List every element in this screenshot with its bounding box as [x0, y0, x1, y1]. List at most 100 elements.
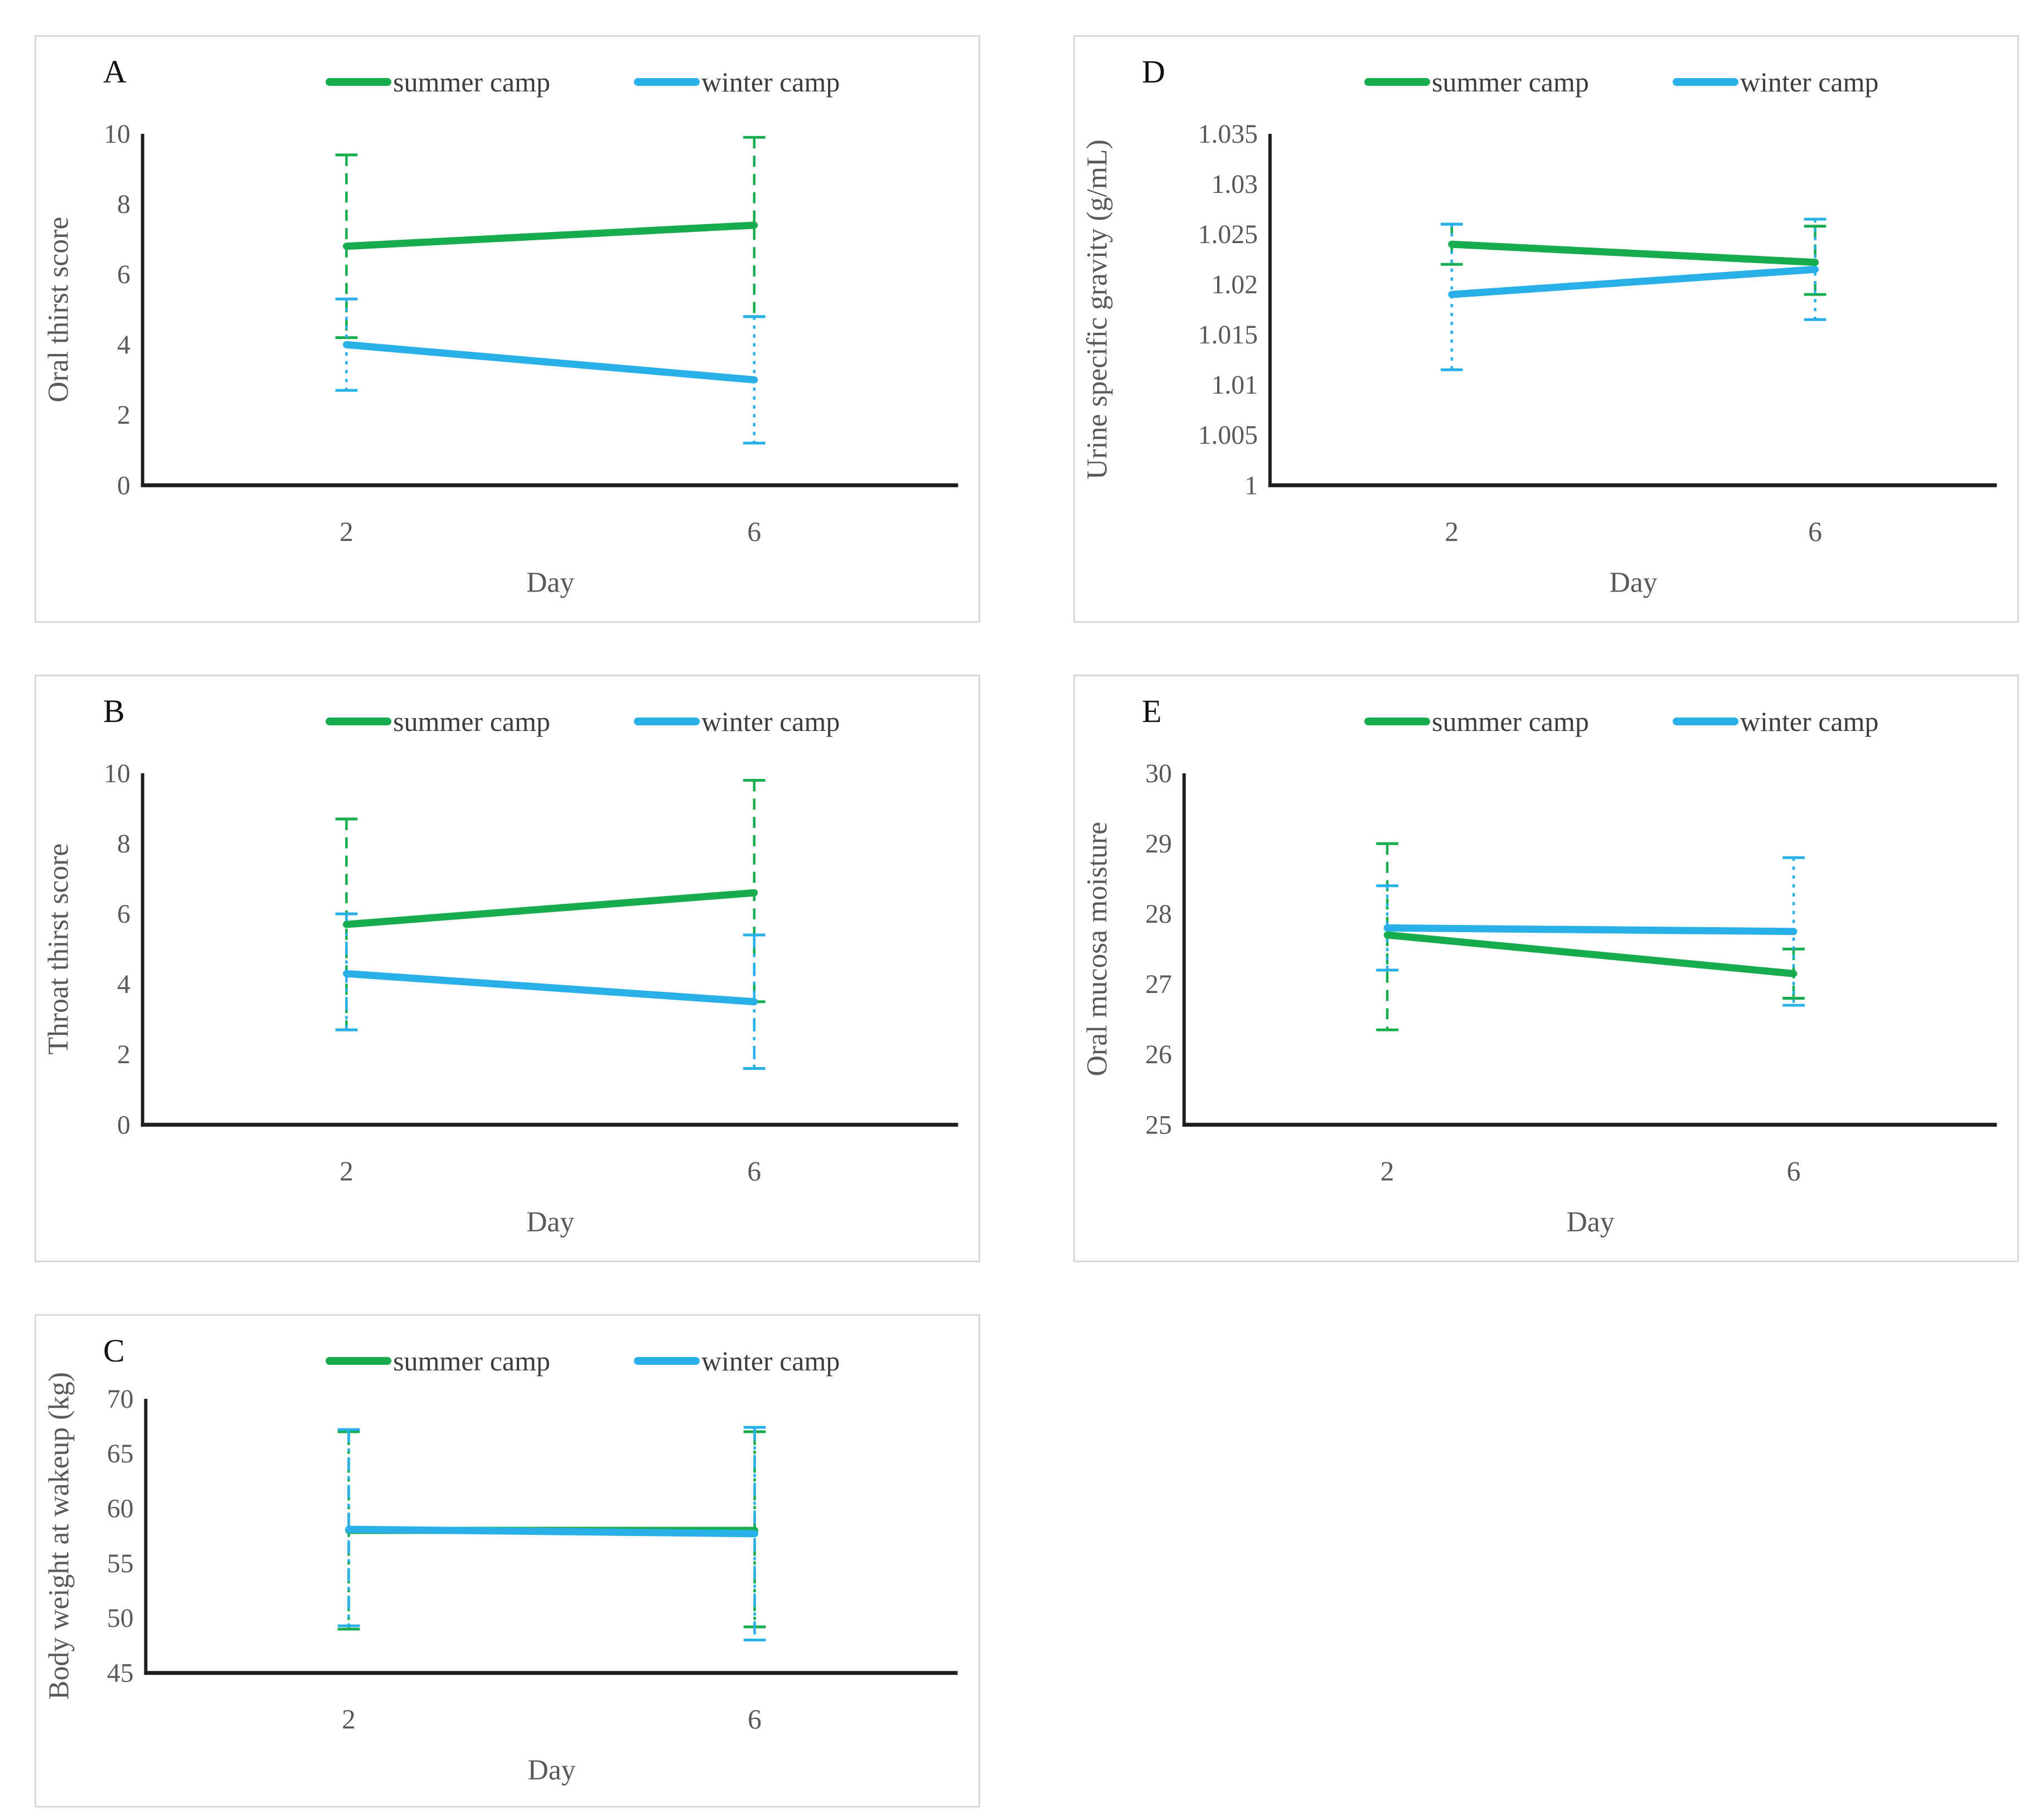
- legend-label: summer camp: [393, 66, 550, 98]
- svg-text:1.025: 1.025: [1198, 220, 1258, 249]
- legend-item-winter: winter camp: [1672, 705, 1879, 738]
- svg-text:Urine specific gravity (g/mL): Urine specific gravity (g/mL): [1082, 139, 1113, 479]
- svg-text:0: 0: [117, 471, 130, 500]
- svg-text:55: 55: [107, 1549, 134, 1578]
- svg-text:26: 26: [1145, 1040, 1172, 1069]
- svg-text:27: 27: [1145, 970, 1172, 999]
- svg-text:6: 6: [1787, 1156, 1801, 1186]
- svg-text:Day: Day: [526, 566, 574, 598]
- svg-text:2: 2: [117, 400, 130, 430]
- legend-item-summer: summer camp: [326, 705, 550, 738]
- panel-d-letter: D: [1142, 54, 1165, 90]
- legend-item-summer: summer camp: [326, 66, 550, 98]
- summer-line-swatch: [326, 1357, 391, 1365]
- legend-label: winter camp: [701, 66, 840, 98]
- panel-a-letter: A: [103, 54, 127, 90]
- svg-text:1.02: 1.02: [1211, 270, 1258, 299]
- svg-text:1.005: 1.005: [1198, 420, 1258, 450]
- svg-text:2: 2: [117, 1040, 130, 1069]
- chart-d: 1 1.005 1.01 1.015 1.02 1.025 1.03 1.035 2 6 Day Ur…: [1082, 119, 1997, 598]
- svg-text:Oral thirst score: Oral thirst score: [43, 217, 75, 403]
- svg-text:6: 6: [117, 260, 130, 289]
- svg-text:2: 2: [342, 1704, 356, 1734]
- svg-text:Oral mucosa moisture: Oral mucosa moisture: [1082, 822, 1113, 1076]
- legend-label: summer camp: [1432, 706, 1589, 737]
- legend-item-summer: summer camp: [326, 1345, 550, 1377]
- svg-text:60: 60: [107, 1495, 134, 1524]
- summer-line-swatch: [326, 718, 391, 725]
- svg-text:Throat thirst score: Throat thirst score: [43, 844, 75, 1055]
- panel-e-legend: summer camp winter camp: [1263, 705, 1979, 738]
- legend-label: summer camp: [393, 1345, 550, 1377]
- legend-label: winter camp: [1740, 66, 1879, 98]
- svg-text:4: 4: [117, 970, 130, 999]
- svg-text:1.035: 1.035: [1198, 119, 1258, 149]
- svg-text:6: 6: [1808, 516, 1822, 547]
- svg-text:2: 2: [340, 1156, 353, 1186]
- svg-text:29: 29: [1145, 829, 1172, 859]
- summer-line-swatch: [1364, 78, 1430, 86]
- svg-text:2: 2: [340, 516, 353, 547]
- legend-item-winter: winter camp: [633, 1345, 840, 1377]
- panel-b: B summer camp winter camp 0 2 4 6 8 10 2 6 Day Th…: [35, 675, 980, 1262]
- panel-d-legend: summer camp winter camp: [1263, 66, 1979, 98]
- svg-text:1.015: 1.015: [1198, 320, 1258, 350]
- panel-d: D summer camp winter camp 1 1.005 1.01 1.01…: [1073, 35, 2019, 623]
- svg-text:8: 8: [117, 190, 130, 219]
- panel-a-legend: summer camp winter camp: [225, 66, 941, 98]
- svg-text:25: 25: [1145, 1110, 1172, 1140]
- chart-b: 0 2 4 6 8 10 2 6 Day Throat thirst score: [43, 759, 958, 1238]
- legend-label: winter camp: [701, 1345, 840, 1377]
- panel-a: A summer camp winter camp 0 2 4 6 8 10 2 6 Day Or…: [35, 35, 980, 623]
- svg-text:45: 45: [107, 1659, 134, 1688]
- chart-a: 0 2 4 6 8 10 2 6 Day Oral thirst score: [43, 119, 958, 598]
- legend-label: winter camp: [701, 706, 840, 737]
- panel-e-letter: E: [1142, 693, 1162, 729]
- svg-text:6: 6: [117, 899, 130, 929]
- svg-text:1: 1: [1244, 471, 1258, 500]
- svg-text:Day: Day: [526, 1206, 574, 1238]
- svg-text:10: 10: [104, 119, 130, 149]
- svg-text:50: 50: [107, 1604, 134, 1633]
- svg-text:2: 2: [1445, 516, 1459, 547]
- svg-text:Day: Day: [1610, 566, 1658, 598]
- svg-text:1.03: 1.03: [1211, 169, 1258, 199]
- svg-text:30: 30: [1145, 759, 1172, 788]
- winter-line-swatch: [633, 718, 700, 725]
- panel-b-legend: summer camp winter camp: [225, 705, 941, 738]
- legend-item-summer: summer camp: [1364, 705, 1589, 738]
- legend-item-winter: winter camp: [1672, 66, 1879, 98]
- summer-line-swatch: [326, 78, 391, 86]
- svg-text:0: 0: [117, 1110, 130, 1140]
- svg-text:Day: Day: [1566, 1206, 1614, 1238]
- panel-c: C summer camp winter camp 45 50 55 60 65 70 2 6…: [35, 1314, 980, 1808]
- svg-text:Day: Day: [527, 1754, 575, 1786]
- svg-text:70: 70: [107, 1385, 134, 1414]
- legend-item-winter: winter camp: [633, 66, 840, 98]
- winter-line-swatch: [1672, 718, 1738, 725]
- legend-item-winter: winter camp: [633, 705, 840, 738]
- panel-c-legend: summer camp winter camp: [225, 1345, 941, 1377]
- svg-text:28: 28: [1145, 899, 1172, 929]
- panel-b-letter: B: [103, 693, 125, 729]
- legend-label: summer camp: [1432, 66, 1589, 98]
- svg-text:Body weight at wakeup (kg): Body weight at wakeup (kg): [43, 1372, 75, 1700]
- svg-text:65: 65: [107, 1440, 134, 1469]
- legend-label: summer camp: [393, 706, 550, 737]
- winter-line-swatch: [633, 1357, 700, 1365]
- svg-text:1.01: 1.01: [1211, 370, 1258, 400]
- legend-label: winter camp: [1740, 706, 1879, 737]
- svg-text:6: 6: [747, 516, 761, 547]
- svg-text:6: 6: [747, 1156, 761, 1186]
- svg-text:6: 6: [748, 1704, 762, 1734]
- svg-text:10: 10: [104, 759, 130, 788]
- panel-e: E summer camp winter camp 25 26 27 28 29 30 2 6…: [1073, 675, 2019, 1262]
- panel-c-letter: C: [103, 1333, 125, 1369]
- svg-text:8: 8: [117, 829, 130, 859]
- winter-line-swatch: [633, 78, 700, 86]
- chart-c: 45 50 55 60 65 70 2 6 Day Body weight at wakeup (…: [43, 1372, 958, 1786]
- winter-line-swatch: [1672, 78, 1738, 86]
- legend-item-summer: summer camp: [1364, 66, 1589, 98]
